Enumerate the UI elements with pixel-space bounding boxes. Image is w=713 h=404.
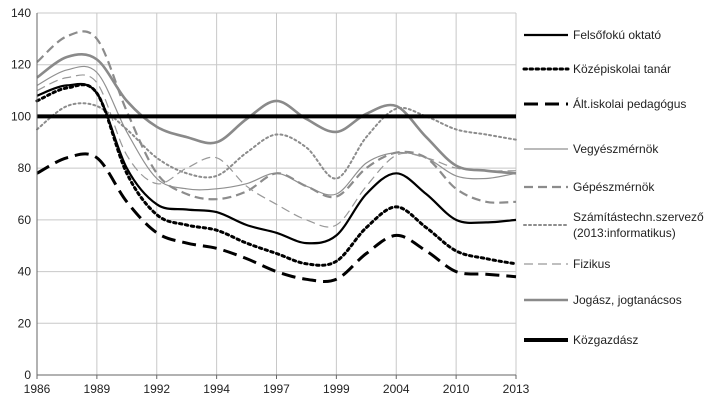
legend-label: Közgazdász: [573, 333, 638, 347]
series-line: [36, 102, 517, 180]
x-tick-label: 2004: [383, 382, 410, 396]
legend-label: Ált.iskolai pedagógus: [573, 96, 686, 111]
y-tick-label: 40: [18, 265, 32, 279]
legend-label: (2013:informatikus): [573, 226, 676, 240]
legend-label: Vegyészmérnök: [573, 142, 659, 156]
x-tick-label: 1994: [203, 382, 230, 396]
legend-item[interactable]: Jogász, jogtanácsos: [524, 293, 682, 307]
legend-item[interactable]: Közgazdász: [524, 333, 638, 347]
series-line: [36, 74, 517, 228]
legend-label: Gépészmérnök: [573, 180, 655, 194]
legend-item[interactable]: Számítástechn.szervező (2013:informatikus…: [523, 210, 704, 240]
axes: 0 20 40 60 80 100 120 140 1986 1989 1992 1994 1997 19…: [11, 6, 530, 396]
legend-item[interactable]: Középiskolai tanár: [522, 62, 671, 76]
legend-label: Jogász, jogtanácsos: [573, 293, 682, 307]
y-tick-label: 120: [11, 58, 31, 72]
series-line: [35, 83, 518, 267]
y-tick-label: 80: [18, 161, 32, 175]
legend-label: Középiskolai tanár: [573, 62, 671, 76]
y-tick-label: 60: [18, 213, 32, 227]
legend-label: Felsőfokú oktató: [573, 28, 661, 42]
x-tick-label: 1997: [263, 382, 290, 396]
legend[interactable]: Felsőfokú oktató Középiskolai tanár Ált.is…: [522, 28, 704, 347]
legend-label: Számítástechn.szervező: [573, 210, 704, 224]
x-tick-label: 1992: [143, 382, 170, 396]
legend-item[interactable]: Felsőfokú oktató: [524, 28, 661, 42]
x-tick-label: 1999: [323, 382, 350, 396]
series-line: [36, 152, 517, 284]
series-line: [36, 53, 517, 175]
legend-label: Fizikus: [573, 257, 610, 271]
y-tick-label: 0: [24, 368, 31, 382]
x-tick-label: 2013: [503, 382, 530, 396]
legend-item[interactable]: Ált.iskolai pedagógus: [524, 96, 686, 111]
legend-item[interactable]: Gépészmérnök: [524, 180, 655, 194]
legend-item[interactable]: Fizikus: [524, 257, 610, 271]
x-tick-label: 1986: [24, 382, 51, 396]
y-tick-label: 100: [11, 109, 31, 123]
y-tick-label: 20: [18, 316, 32, 330]
series-lines: [35, 30, 518, 284]
legend-item[interactable]: Vegyészmérnök: [524, 142, 659, 156]
y-tick-label: 140: [11, 6, 31, 20]
x-tick-label: 1989: [84, 382, 111, 396]
series-line: [36, 30, 517, 204]
x-tick-label: 2010: [443, 382, 470, 396]
